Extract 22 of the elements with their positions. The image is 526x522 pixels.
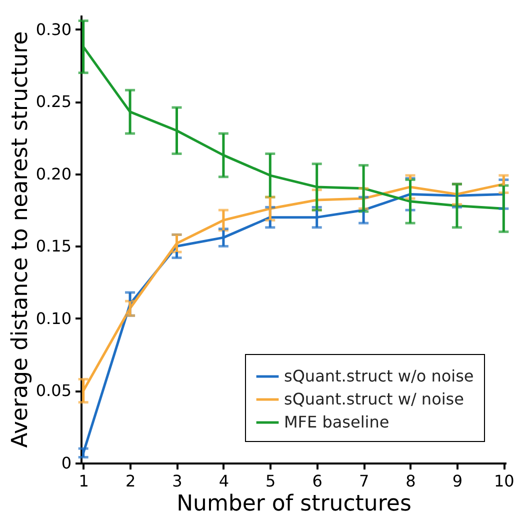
x-tick-label: 4 xyxy=(218,472,230,490)
y-tick-label: 0.30 xyxy=(36,20,72,39)
legend-label: sQuant.struct w/o noise xyxy=(284,366,474,386)
legend-label: sQuant.struct w/ noise xyxy=(284,390,464,408)
y-tick-label: 0.25 xyxy=(36,92,72,112)
x-tick-label: 10 xyxy=(494,472,514,490)
y-tick-label: 0.15 xyxy=(36,236,72,256)
y-tick-label: 0.05 xyxy=(36,381,72,400)
x-axis-title: Number of structures xyxy=(176,492,412,516)
y-axis-title: Average distance to nearest structure xyxy=(8,31,33,448)
x-tick-label: 3 xyxy=(172,472,182,490)
x-tick-label: 5 xyxy=(266,472,276,490)
x-tick-label: 7 xyxy=(358,472,370,490)
y-tick-label: 0.10 xyxy=(36,308,72,328)
x-tick-label: 2 xyxy=(125,472,136,490)
legend-label: MFE baseline xyxy=(284,412,390,432)
x-tick-label: 6 xyxy=(312,472,322,490)
x-tick-label: 8 xyxy=(406,472,416,490)
x-tick-label: 1 xyxy=(78,472,89,490)
x-tick-label: 9 xyxy=(452,472,463,490)
y-tick-label: 0 xyxy=(61,454,72,472)
y-tick-label: 0.20 xyxy=(36,164,72,184)
